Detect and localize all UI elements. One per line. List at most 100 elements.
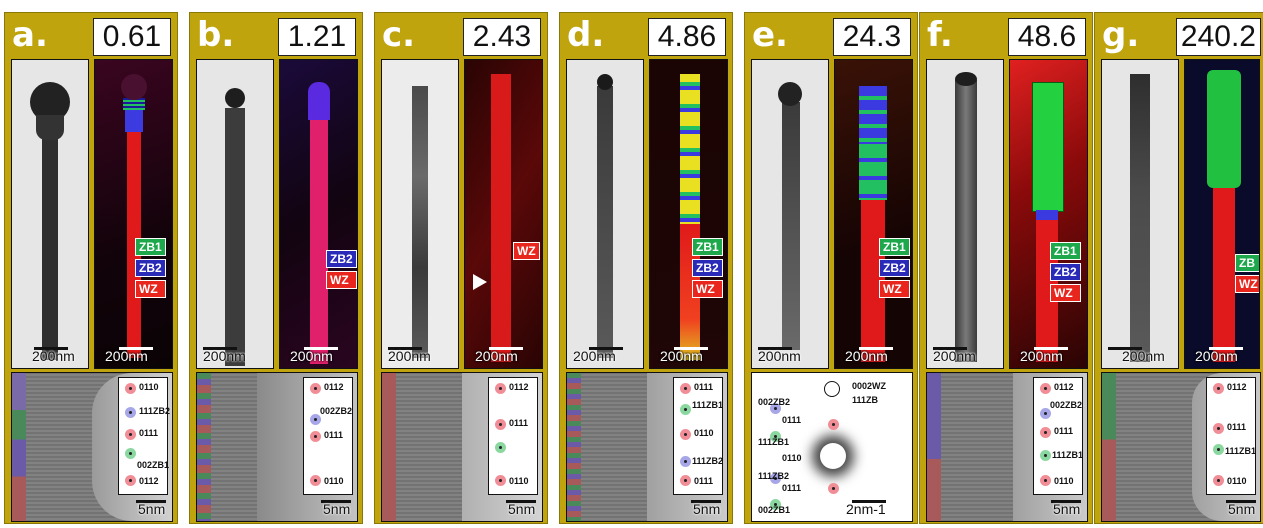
phase-map: WZ 200nm [464, 59, 543, 369]
phase-legend: ZB1 ZB2 WZ [135, 238, 166, 298]
hrtem-image: 0112 002ZB2 0111 111ZB1 0110 5nm [926, 372, 1088, 522]
zb1-segment [859, 144, 887, 200]
panel-value: 4.86 [648, 18, 726, 56]
panel-letter: g. [1102, 15, 1140, 55]
phase-map: ZB1 ZB2 WZ 200nm [649, 59, 728, 369]
legend-wz: WZ [513, 242, 540, 260]
wz-segment [1213, 188, 1235, 362]
scale-label: 2nm-1 [846, 501, 886, 517]
tem-image: 200nm [566, 59, 644, 369]
scale-bar [1108, 347, 1142, 350]
central-beam [820, 443, 846, 469]
legend-zb2: ZB2 [879, 259, 910, 277]
figure-panel-g: g. 240.2 200nm ZB WZ 200nm 0112 0111 111… [1094, 12, 1263, 524]
scale-bar [1209, 347, 1243, 350]
nanowire-tip [955, 72, 977, 86]
figure-panel-a: a. 0.61 200nm ZB1 ZB2 WZ 200nm 0110 111Z… [4, 12, 178, 524]
figure-panel-c: c. 2.43 200nm WZ 200nm 0112 0111 0110 5n… [374, 12, 548, 524]
scale-bar [1226, 500, 1256, 503]
scale-bar [388, 347, 422, 350]
legend-zb2: ZB2 [135, 259, 166, 277]
legend-wz: WZ [135, 280, 166, 298]
phase-strip [927, 373, 941, 521]
hrtem-image: 0112 0111 111ZB1 0110 5nm [1101, 372, 1261, 522]
phase-strip [567, 373, 581, 521]
scale-bar [34, 347, 68, 350]
nanowire [955, 80, 977, 362]
tem-image: 200nm [196, 59, 274, 369]
scale-label: 200nm [573, 348, 616, 364]
diffraction-inset: 0112 0111 0110 [488, 377, 538, 495]
panel-value: 1.21 [278, 18, 356, 56]
panel-value: 0.61 [93, 18, 171, 56]
nanowire [225, 108, 245, 366]
zb2-segment [859, 86, 887, 144]
panel-letter: a. [12, 15, 48, 55]
phase-strip [197, 373, 211, 521]
tem-image: 200nm [381, 59, 459, 369]
diffraction-inset: 0112 0111 111ZB1 0110 [1206, 377, 1256, 495]
diffraction-inset: 0110 111ZB2 0111 002ZB1 0112 [118, 377, 170, 495]
nanowire [42, 130, 58, 360]
wz-segment [680, 224, 700, 360]
nanowire-tip [597, 74, 613, 90]
hrtem-image: 0112 002ZB2 0111 0110 5nm [196, 372, 358, 522]
phase-strip [1102, 373, 1116, 521]
legend-wz: WZ [1235, 275, 1259, 293]
legend-zb2: ZB2 [692, 259, 723, 277]
figure-panel-e: e. 24.3 200nm ZB1 ZB2 WZ 200nm 0002WZ 11… [744, 12, 918, 524]
nanowire [412, 86, 428, 358]
zb2-segment [308, 82, 330, 120]
zb-mixed-segment [680, 74, 700, 224]
tem-image: 200nm [1101, 59, 1179, 369]
phase-legend: ZB1 ZB2 WZ [692, 238, 723, 298]
panel-value: 48.6 [1008, 18, 1086, 56]
tem-image: 200nm [11, 59, 89, 369]
hrtem-image: 0111 111ZB1 0110 111ZB2 0111 5nm [566, 372, 728, 522]
scale-bar [674, 347, 708, 350]
scale-bar [859, 347, 893, 350]
scale-label: 200nm [105, 348, 148, 364]
legend-zb1: ZB1 [135, 238, 166, 256]
scale-label: 200nm [758, 348, 801, 364]
wz-segment [491, 74, 511, 362]
zb1-segment [1032, 82, 1064, 212]
scale-bar [589, 347, 623, 350]
phase-legend: ZB2 WZ [326, 250, 357, 289]
figure-panel-d: d. 4.86 200nm ZB1 ZB2 WZ 200nm 0111 111Z… [559, 12, 733, 524]
hrtem-image: 0110 111ZB2 0111 002ZB1 0112 5nm [11, 372, 173, 522]
wz-segment [127, 130, 141, 358]
phase-map: ZB WZ 200nm [1184, 59, 1260, 369]
scale-bar [203, 347, 237, 350]
scale-bar [933, 347, 967, 350]
scale-bar [852, 500, 886, 503]
panel-value: 240.2 [1175, 18, 1261, 56]
defect-arrow [473, 274, 487, 290]
scale-bar [1051, 500, 1081, 503]
scale-bar [304, 347, 338, 350]
phase-map: ZB2 WZ 200nm [279, 59, 358, 369]
phase-map: ZB1 ZB2 WZ 200nm [94, 59, 173, 369]
scale-label: 5nm [1228, 501, 1256, 517]
nanowire-tip [225, 88, 245, 108]
scale-label: 200nm [290, 348, 333, 364]
phase-strip [12, 373, 26, 521]
scale-bar [1034, 347, 1068, 350]
scale-label: 5nm [138, 501, 166, 517]
phase-map: ZB1 ZB2 WZ 200nm [1009, 59, 1088, 369]
zb1-segment [123, 98, 145, 110]
zb-segment [1207, 70, 1241, 188]
scale-label: 200nm [845, 348, 888, 364]
nanowire [782, 102, 800, 350]
panel-letter: c. [382, 15, 416, 55]
scale-label: 200nm [660, 348, 703, 364]
panel-letter: d. [567, 15, 605, 55]
legend-wz: WZ [1050, 284, 1081, 302]
phase-legend: WZ [513, 242, 540, 260]
legend-zb1: ZB1 [879, 238, 910, 256]
panel-letter: e. [752, 15, 788, 55]
legend-zb1: ZB1 [692, 238, 723, 256]
scale-label: 200nm [1195, 348, 1238, 364]
diffraction-inset: 0111 111ZB1 0110 111ZB2 0111 [673, 377, 723, 495]
scale-label: 200nm [388, 348, 431, 364]
